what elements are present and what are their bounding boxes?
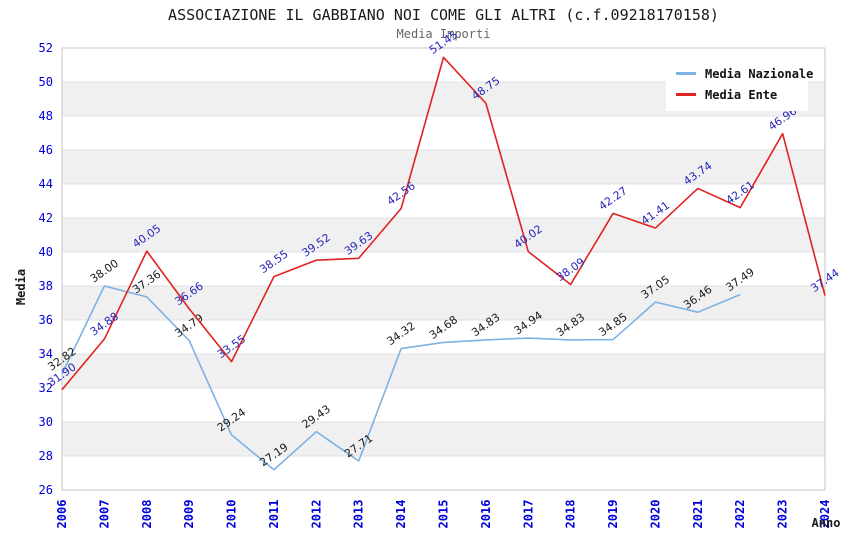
x-tick-label: 2019 (606, 500, 620, 529)
x-tick-label: 2018 (564, 500, 578, 529)
y-tick-label: 48 (39, 109, 53, 123)
y-tick-label: 32 (39, 381, 53, 395)
x-tick-label: 2012 (309, 500, 323, 529)
legend-item-media-nazionale: Media Nazionale (676, 63, 813, 84)
legend: Media Nazionale Media Ente (666, 57, 813, 111)
x-tick-label: 2010 (225, 500, 239, 529)
x-axis-title: Anno (812, 516, 841, 530)
y-tick-label: 46 (39, 143, 53, 157)
x-tick-label: 2006 (55, 500, 69, 529)
legend-swatch-media-ente (676, 93, 696, 96)
data-label-media-ente: 51.45 (427, 28, 460, 57)
y-tick-label: 30 (39, 415, 53, 429)
legend-label-media-ente: Media Ente (705, 87, 778, 102)
x-tick-label: 2014 (394, 500, 408, 529)
y-tick-label: 38 (39, 279, 53, 293)
plot-border (61, 47, 826, 491)
data-label-media-nazionale: 38.00 (88, 257, 121, 286)
legend-swatch-media-nazionale (676, 72, 696, 75)
y-tick-label: 42 (39, 211, 53, 225)
series-line-media-nazionale (61, 285, 741, 471)
grid-band (62, 354, 825, 388)
y-tick-label: 36 (39, 313, 53, 327)
y-axis-title: Media (14, 269, 28, 305)
x-tick-label: 2020 (648, 500, 662, 529)
y-tick-label: 52 (39, 41, 53, 55)
grid-band (62, 422, 825, 456)
grid-band (62, 218, 825, 252)
x-tick-label: 2023 (776, 500, 790, 529)
x-tick-label: 2016 (479, 500, 493, 529)
legend-item-media-ente: Media Ente (676, 84, 808, 105)
chart-subtitle: Media Importi (396, 27, 491, 41)
x-tick-label: 2022 (733, 500, 747, 529)
y-tick-label: 44 (39, 177, 53, 191)
y-tick-label: 26 (39, 483, 53, 497)
x-tick-label: 2008 (140, 500, 154, 529)
y-tick-label: 40 (39, 245, 53, 259)
x-tick-label: 2009 (182, 500, 196, 529)
data-label-media-nazionale: 34.32 (384, 319, 417, 348)
series-line-media-ente (61, 56, 826, 391)
data-label-media-ente: 42.27 (596, 184, 629, 213)
x-tick-label: 2021 (691, 500, 705, 529)
data-label-media-ente: 38.09 (554, 255, 587, 284)
x-tick-label: 2017 (521, 500, 535, 529)
y-tick-label: 28 (39, 449, 53, 463)
y-tick-label: 50 (39, 75, 53, 89)
x-tick-label: 2007 (97, 500, 111, 529)
x-tick-label: 2013 (352, 500, 366, 529)
y-tick-label: 34 (39, 347, 53, 361)
x-tick-label: 2015 (437, 500, 451, 529)
x-tick-label: 2024 (818, 500, 832, 529)
chart-title: ASSOCIAZIONE IL GABBIANO NOI COME GLI AL… (168, 6, 719, 24)
legend-label-media-nazionale: Media Nazionale (705, 66, 814, 81)
grid-band (62, 286, 825, 320)
grid-band (62, 150, 825, 184)
x-tick-label: 2011 (267, 500, 281, 529)
